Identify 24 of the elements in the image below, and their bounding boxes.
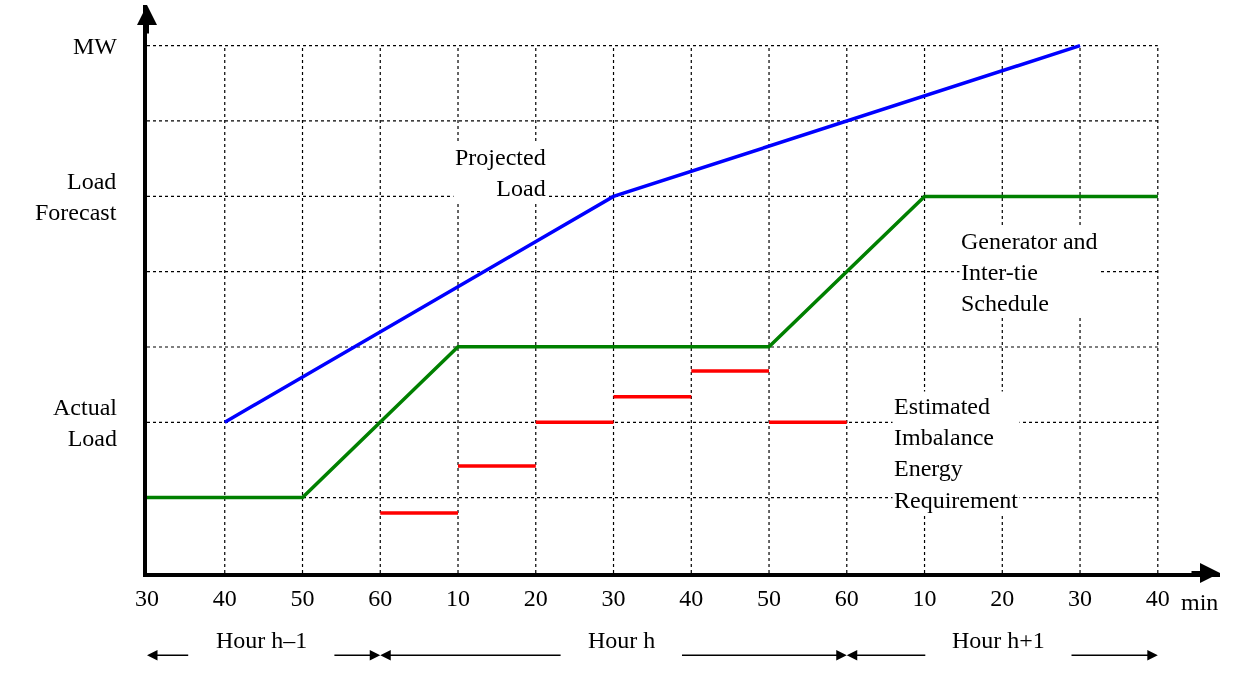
x-tick-label: 40: [212, 584, 237, 611]
text: Actual Load: [53, 394, 118, 452]
x-tick-label: 30: [1068, 584, 1093, 611]
x-tick-label: 50: [290, 584, 315, 611]
x-tick-label: 30: [601, 584, 626, 611]
x-tick-label: 30: [135, 584, 159, 611]
x-tick-label: 60: [834, 584, 859, 611]
x-tick-label: 50: [757, 584, 782, 611]
x-tick-label: 60: [368, 584, 393, 611]
text: MW: [73, 33, 118, 59]
x-tick-label: 10: [912, 584, 937, 611]
x-tick-label: 10: [446, 584, 471, 611]
annotation: Projected Load: [455, 144, 546, 202]
x-tick-label: 20: [990, 584, 1015, 611]
text: Hour h–1: [216, 627, 308, 653]
text: Hour h+1: [952, 627, 1045, 653]
x-tick-label: 40: [679, 584, 704, 611]
text: Load Forecast: [35, 168, 117, 226]
x-tick-label: 20: [523, 584, 548, 611]
text: Hour h: [588, 627, 656, 653]
x-axis-title: min: [1181, 589, 1219, 615]
annotation: Generator and Inter-tie Schedule: [961, 228, 1098, 317]
x-tick-label: 40: [1145, 584, 1170, 611]
annotation: Estimated Imbalance Energy Requirement: [894, 393, 1019, 513]
